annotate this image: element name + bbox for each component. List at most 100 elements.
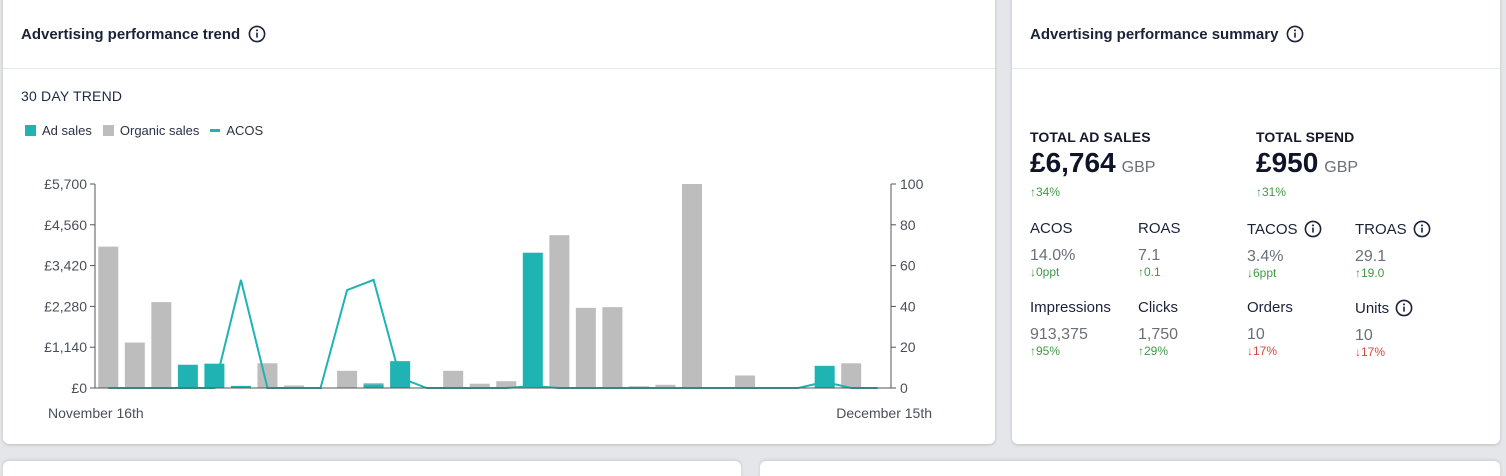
trend-card-header: Advertising performance trend [3,0,995,69]
legend-label-ad-sales: Ad sales [42,123,92,138]
metric-units: Units 10 ↓17% [1355,299,1413,359]
arrow-up-icon: ↑ [1138,265,1144,279]
bar-ad-sales[interactable] [230,385,251,388]
bar-organic-sales[interactable] [735,375,756,388]
bar-ad-sales[interactable] [363,384,384,388]
total-ad-sales: TOTAL AD SALES £6,764 GBP ↑34% [1030,129,1155,199]
bar-organic-sales[interactable] [575,307,596,388]
metric-impressions: Impressions 913,375 ↑95% [1030,299,1111,358]
y-right-tick-label: 100 [900,176,924,192]
bar-organic-sales[interactable] [841,363,862,388]
metric-troas: TROAS 29.1 ↑19.0 [1355,220,1431,280]
metric-label: Impressions [1030,299,1111,316]
legend-ad-sales[interactable]: Ad sales [25,123,92,138]
metric-value: 10 [1355,327,1373,344]
metric-value: 14.0% [1030,247,1076,264]
legend-swatch-ad-sales [25,125,36,136]
info-icon[interactable] [248,25,266,43]
metric-value: 29.1 [1355,248,1387,265]
trend-title: Advertising performance trend [21,25,241,43]
x-axis-start-label: November 16th [48,405,144,421]
metric-tacos: TACOS 3.4% ↓6ppt [1247,220,1322,280]
metric-label: ROAS [1138,220,1181,237]
summary-card: Advertising performance summary TOTAL AD… [1012,0,1500,444]
legend-label-organic-sales: Organic sales [119,123,200,138]
metric-delta: ↑19.0 [1355,266,1385,280]
metric-label: Units [1355,299,1413,317]
metric-delta: ↓0ppt [1030,265,1060,279]
metric-orders: Orders 10 ↓17% [1247,299,1293,358]
total-spend-delta: ↑31% [1256,185,1287,199]
y-left-tick-label: £3,420 [44,258,87,274]
metric-label: ACOS [1030,220,1073,237]
trend-period-label: 30 DAY TREND [21,88,123,104]
y-right-tick-label: 60 [900,258,916,274]
bar-organic-sales[interactable] [469,383,490,388]
arrow-up-icon: ↑ [1030,344,1036,358]
chart-legend: Ad sales Organic sales ACOS [25,123,274,138]
arrow-up-icon: ↑ [1030,185,1036,199]
y-left-tick-label: £0 [71,380,87,396]
bar-organic-sales[interactable] [496,381,517,388]
metric-clicks: Clicks 1,750 ↑29% [1138,299,1178,358]
bar-organic-sales[interactable] [443,370,464,388]
arrow-up-icon: ↑ [1138,344,1144,358]
info-icon[interactable] [1286,25,1304,43]
metric-value: 1,750 [1138,326,1179,343]
bar-ad-sales[interactable] [177,364,198,388]
bar-ad-sales[interactable] [522,252,543,388]
bottom-right-card [760,461,1500,476]
bar-organic-sales[interactable] [284,385,304,388]
y-right-tick-label: 80 [900,217,916,233]
y-right-tick-label: 40 [900,298,916,314]
bar-organic-sales[interactable] [682,184,702,388]
metric-value: 3.4% [1247,248,1284,265]
bar-organic-sales[interactable] [549,235,570,388]
metric-label: Orders [1247,299,1293,316]
bar-organic-sales[interactable] [655,384,676,388]
metric-delta: ↓17% [1247,344,1278,358]
total-ad-sales-label: TOTAL AD SALES [1030,129,1151,145]
total-spend: TOTAL SPEND £950 GBP ↑31% [1256,129,1358,199]
arrow-down-icon: ↓ [1355,345,1361,359]
arrow-down-icon: ↓ [1247,266,1253,280]
trend-card: Advertising performance trend 30 DAY TRE… [3,0,995,444]
metric-acos: ACOS 14.0% ↓0ppt [1030,220,1075,279]
summary-title: Advertising performance summary [1030,25,1279,43]
metric-roas: ROAS 7.1 ↑0.1 [1138,220,1181,279]
metric-delta: ↑95% [1030,344,1061,358]
y-right-tick-label: 0 [900,380,908,396]
arrow-up-icon: ↑ [1256,185,1262,199]
total-spend-label: TOTAL SPEND [1256,129,1355,145]
arrow-down-icon: ↓ [1030,265,1036,279]
legend-organic-sales[interactable]: Organic sales [102,123,200,138]
y-left-tick-label: £5,700 [44,176,87,192]
legend-swatch-acos [210,129,221,132]
metric-delta: ↓17% [1355,345,1386,359]
legend-acos[interactable]: ACOS [210,123,263,138]
metric-value: 7.1 [1138,247,1161,264]
legend-label-acos: ACOS [226,123,264,138]
bottom-left-card [3,461,741,476]
trend-chart: £0 £1,140 £2,280 £3,420 £4,560 £5,700 0 20 40 60 8… [44,176,932,421]
y-left-tick-label: £2,280 [44,298,87,314]
total-spend-value: £950 [1256,147,1319,178]
bar-ad-sales[interactable] [814,365,835,388]
y-left-tick-label: £1,140 [44,339,87,355]
arrow-down-icon: ↓ [1247,344,1253,358]
total-ad-sales-unit: GBP [1121,159,1156,176]
bar-organic-sales[interactable] [151,302,172,388]
info-icon[interactable] [1413,220,1431,238]
bar-organic-sales[interactable] [602,307,623,388]
y-left-tick-label: £4,560 [44,217,87,233]
metric-label: TACOS [1247,220,1322,238]
legend-swatch-organic-sales [102,125,114,136]
info-icon[interactable] [1395,299,1413,317]
bar-organic-sales[interactable] [337,370,358,388]
metric-label: TROAS [1355,220,1431,238]
bar-organic-sales[interactable] [124,342,145,388]
metric-value: 10 [1247,326,1265,343]
metric-value: 913,375 [1030,326,1088,343]
bar-organic-sales[interactable] [98,246,119,388]
info-icon[interactable] [1304,220,1322,238]
